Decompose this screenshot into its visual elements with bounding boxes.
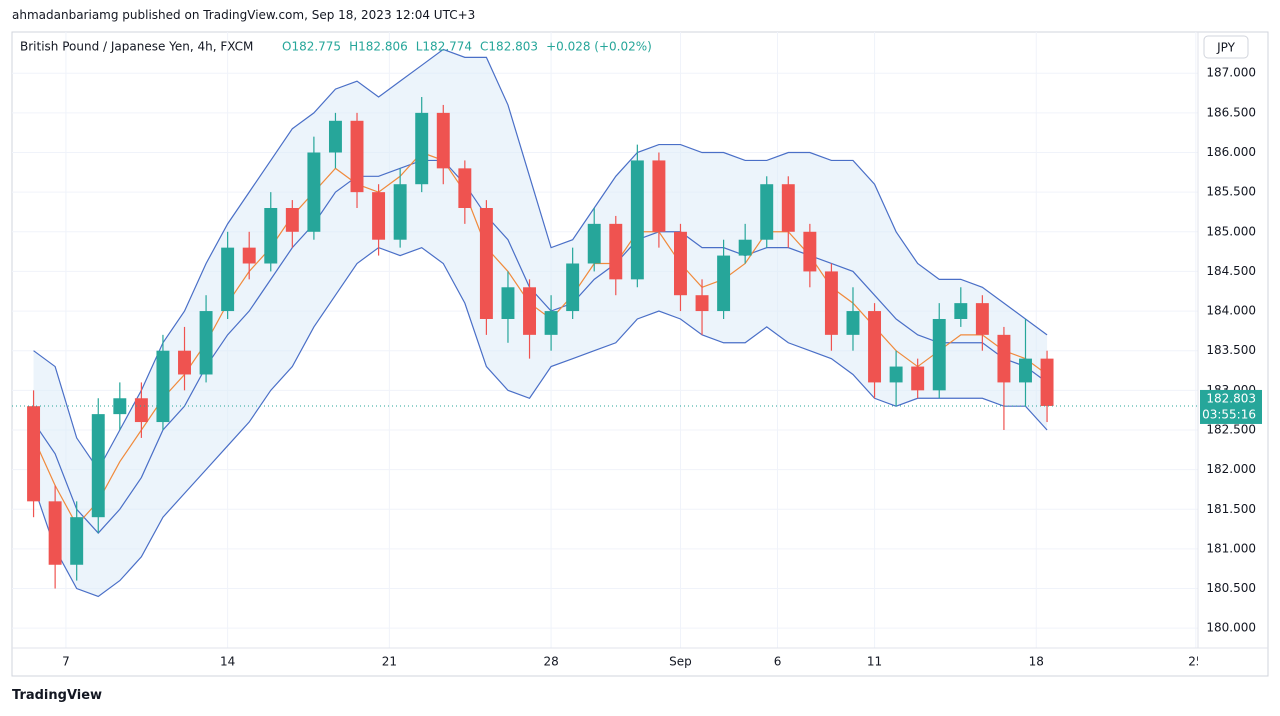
- y-tick-label: 183.500: [1206, 343, 1256, 357]
- candle-body: [889, 366, 903, 383]
- x-tick-label: 28: [543, 655, 558, 669]
- x-tick-label: 7: [62, 655, 70, 669]
- band-lower: [32, 246, 1048, 598]
- candle-body: [221, 247, 235, 312]
- candle-body: [436, 112, 450, 169]
- candle-body: [27, 406, 41, 502]
- candle-body: [695, 295, 709, 312]
- y-tick-label: 180.500: [1206, 581, 1256, 595]
- x-tick-label: 25: [1188, 655, 1203, 669]
- candle-body: [479, 208, 493, 319]
- candle-body: [264, 208, 278, 264]
- candle-body: [48, 501, 62, 565]
- candle-body: [328, 120, 342, 153]
- candle-body: [199, 311, 213, 375]
- x-tick-label: 21: [382, 655, 397, 669]
- band-fill: [33, 49, 1048, 597]
- candle-body: [760, 184, 774, 240]
- candle-body: [91, 414, 105, 518]
- candle-body: [156, 350, 170, 423]
- candle-body: [954, 303, 968, 319]
- candle-body: [566, 263, 580, 312]
- chart-frame: [11, 31, 1269, 677]
- x-tick-label: 11: [867, 655, 882, 669]
- candle-body: [717, 255, 731, 312]
- last-price: 182.803: [1206, 391, 1256, 405]
- candle-body: [393, 184, 407, 240]
- ohlc-value: L182.774: [416, 40, 472, 54]
- last-price-box: [1200, 389, 1262, 424]
- candle-body: [307, 152, 321, 232]
- candle-body: [868, 311, 882, 383]
- y-tick-label: 186.500: [1206, 105, 1256, 119]
- candle-body: [415, 112, 429, 185]
- candle-body: [501, 287, 515, 319]
- brand: TradingView: [12, 688, 102, 703]
- candle-body: [803, 231, 817, 272]
- y-tick-label: 185.500: [1206, 185, 1256, 199]
- candle-body: [350, 120, 364, 193]
- countdown: 03:55:16: [1202, 407, 1256, 421]
- candle-body: [1040, 358, 1054, 406]
- candle-body: [372, 192, 386, 240]
- candle-body: [134, 398, 148, 423]
- candle-body: [1019, 358, 1032, 383]
- candle-body: [544, 311, 558, 335]
- candle-body: [846, 311, 860, 335]
- x-tick-label: 14: [220, 655, 235, 669]
- candle-body: [458, 168, 472, 208]
- candle-body: [652, 160, 666, 232]
- candle-body: [997, 334, 1011, 383]
- ohlc-value: +0.028 (+0.02%): [546, 40, 652, 54]
- candle-body: [674, 231, 687, 296]
- brand-name: TradingView: [12, 688, 103, 703]
- y-tick-label: 181.500: [1206, 502, 1256, 516]
- chart-title: British Pound / Japanese Yen, 4h, FXCM: [20, 40, 253, 54]
- candle-body: [975, 303, 989, 335]
- y-tick-label: 182.500: [1206, 422, 1256, 436]
- currency-button[interactable]: [1203, 35, 1249, 59]
- candle-body: [113, 398, 127, 415]
- candle-body: [911, 366, 925, 391]
- x-tick-label: 6: [774, 655, 782, 669]
- price-axis: [1198, 62, 1267, 648]
- candle-body: [178, 350, 191, 375]
- y-tick-label: 182.000: [1206, 462, 1256, 476]
- band-upper: [33, 48, 1048, 471]
- y-tick-label: 181.000: [1206, 541, 1256, 555]
- y-tick-label: 185.000: [1206, 224, 1256, 238]
- candle-body: [285, 208, 299, 232]
- candle-body: [738, 239, 752, 256]
- y-tick-label: 186.000: [1206, 145, 1256, 159]
- ohlc-value: C182.803: [480, 40, 538, 54]
- y-tick-label: 187.000: [1206, 66, 1256, 80]
- ohlc-value: H182.806: [349, 40, 408, 54]
- candle-body: [523, 287, 536, 335]
- candle-body: [587, 223, 601, 264]
- candle-body: [242, 247, 256, 264]
- candle-body: [609, 223, 623, 280]
- candle-body: [630, 160, 644, 280]
- currency[interactable]: JPY: [1216, 41, 1236, 55]
- candle-body: [781, 184, 795, 232]
- y-tick-label: 180.000: [1206, 621, 1256, 635]
- candle-body: [932, 318, 946, 391]
- candle-body: [824, 271, 838, 335]
- x-tick-label: Sep: [669, 655, 692, 669]
- publish-info: ahmadanbariamg published on TradingView.…: [12, 8, 476, 22]
- x-tick-label: 18: [1029, 655, 1044, 669]
- ohlc-value: O182.775: [282, 40, 341, 54]
- y-tick-label: 184.000: [1206, 304, 1256, 318]
- time-axis: [13, 648, 1267, 675]
- y-tick-label: 184.500: [1206, 264, 1256, 278]
- candle-body: [70, 517, 84, 565]
